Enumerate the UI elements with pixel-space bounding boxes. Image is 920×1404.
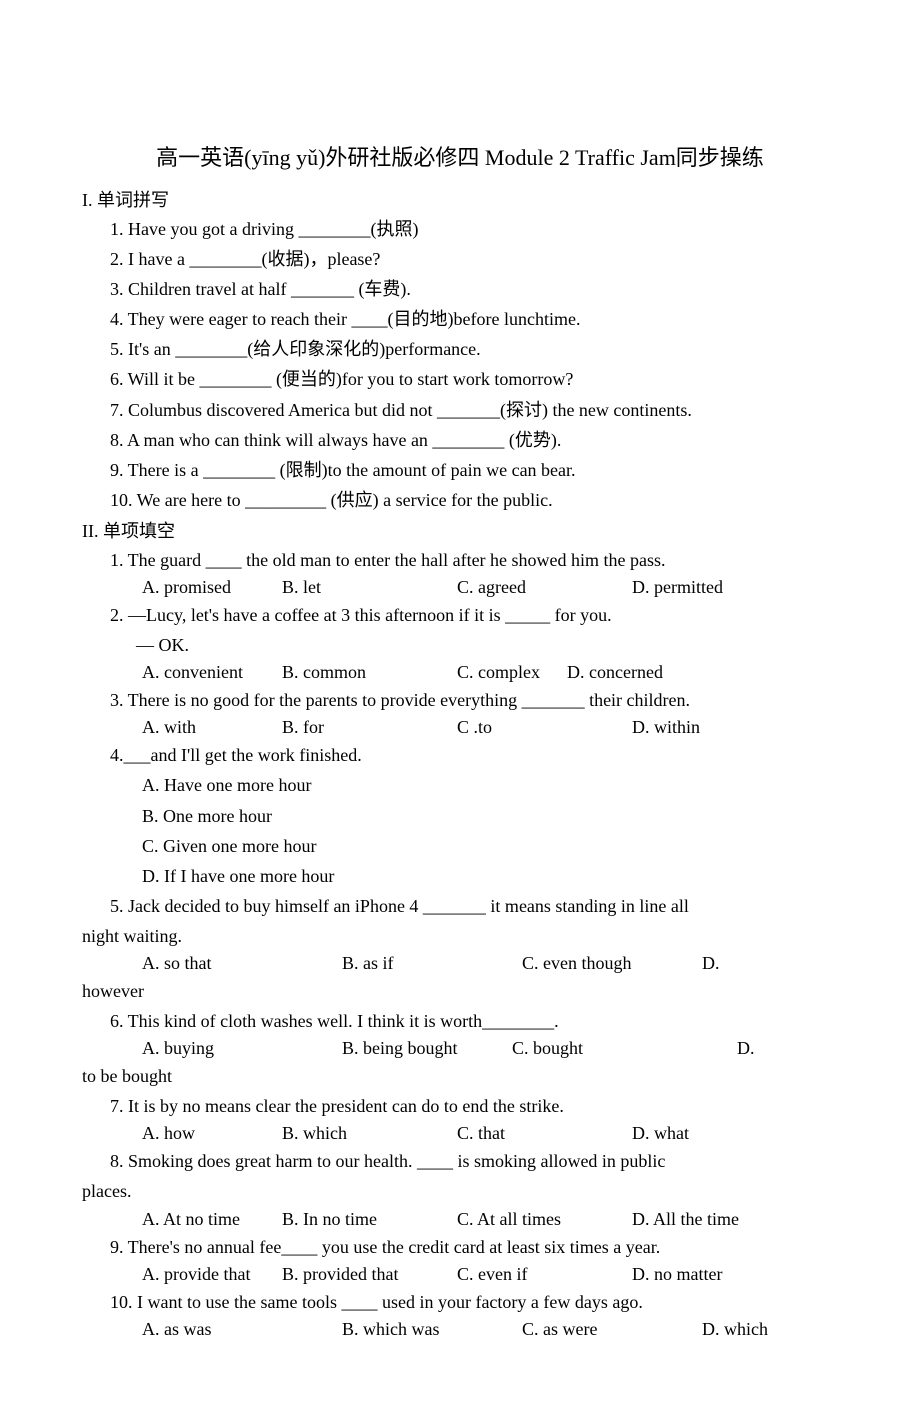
s2-q1-stem: 1. The guard ____ the old man to enter t…	[110, 547, 838, 573]
s2-q2-sub: — OK.	[136, 632, 838, 658]
s2-q5-c: C. even though	[522, 953, 702, 974]
s2-q5-opts: A. so that B. as if C. even though D.	[142, 953, 838, 974]
s2-q7-opts: A. how B. which C. that D. what	[142, 1123, 838, 1144]
s2-q8-b: B. In no time	[282, 1209, 457, 1230]
s2-q9-d: D. no matter	[632, 1264, 722, 1285]
s1-q6: 6. Will it be ________ (便当的)for you to s…	[110, 366, 838, 392]
s2-q10-b: B. which was	[342, 1319, 522, 1340]
page-title: 高一英语(yīng yǔ)外研社版必修四 Module 2 Traffic Ja…	[82, 140, 838, 172]
s2-q6-stem: 6. This kind of cloth washes well. I thi…	[110, 1008, 838, 1034]
s2-q5-stem-b: night waiting.	[82, 923, 838, 949]
s2-q2-b: B. common	[282, 662, 457, 683]
s2-q6-opts: A. buying B. being bought C. bought D.	[142, 1038, 838, 1059]
s2-q2-stem: 2. —Lucy, let's have a coffee at 3 this …	[110, 602, 838, 628]
s2-q3-opts: A. with B. for C .to D. within	[142, 717, 838, 738]
s2-q8-d: D. All the time	[632, 1209, 739, 1230]
section-1-head: I. 单词拼写	[82, 186, 838, 212]
s2-q2-a: A. convenient	[142, 662, 282, 683]
s2-q6-d: D.	[737, 1038, 755, 1059]
s2-q3-d: D. within	[632, 717, 700, 738]
s1-q5: 5. It's an ________(给人印象深化的)performance.	[110, 336, 838, 362]
s2-q6-c: C. bought	[512, 1038, 737, 1059]
s2-q3-b: B. for	[282, 717, 457, 738]
s1-q1: 1. Have you got a driving ________(执照)	[110, 216, 838, 242]
s2-q8-opts: A. At no time B. In no time C. At all ti…	[142, 1209, 838, 1230]
s2-q7-stem: 7. It is by no means clear the president…	[110, 1093, 838, 1119]
s2-q3-c: C .to	[457, 717, 632, 738]
s2-q2-d: D. concerned	[567, 662, 663, 683]
s2-q4-a: A. Have one more hour	[142, 772, 838, 798]
s2-q1-d: D. permitted	[632, 577, 723, 598]
s2-q6-tail: to be bought	[82, 1063, 838, 1089]
s2-q2-opts: A. convenient B. common C. complex D. co…	[142, 662, 838, 683]
s2-q4-stem: 4.___and I'll get the work finished.	[110, 742, 838, 768]
s2-q5-stem-a: 5. Jack decided to buy himself an iPhone…	[110, 893, 838, 919]
s2-q5-b: B. as if	[342, 953, 522, 974]
s2-q3-stem: 3. There is no good for the parents to p…	[110, 687, 838, 713]
s2-q10-c: C. as were	[522, 1319, 702, 1340]
s1-q10: 10. We are here to _________ (供应) a serv…	[110, 487, 838, 513]
s2-q8-stem-b: places.	[82, 1178, 838, 1204]
s2-q6-b: B. being bought	[342, 1038, 512, 1059]
s1-q2: 2. I have a ________(收据)，please?	[110, 246, 838, 272]
s2-q7-a: A. how	[142, 1123, 282, 1144]
s2-q4-b: B. One more hour	[142, 803, 838, 829]
s2-q4-d: D. If I have one more hour	[142, 863, 838, 889]
s2-q10-d: D. which	[702, 1319, 768, 1340]
s2-q5-tail: however	[82, 978, 838, 1004]
s2-q1-opts: A. promised B. let C. agreed D. permitte…	[142, 577, 838, 598]
s1-q9: 9. There is a ________ (限制)to the amount…	[110, 457, 838, 483]
s2-q8-stem-a: 8. Smoking does great harm to our health…	[110, 1148, 838, 1174]
s2-q5-a: A. so that	[142, 953, 342, 974]
s2-q7-c: C. that	[457, 1123, 632, 1144]
s2-q1-b: B. let	[282, 577, 457, 598]
s2-q2-c: C. complex	[457, 662, 567, 683]
s2-q10-opts: A. as was B. which was C. as were D. whi…	[142, 1319, 838, 1340]
s2-q1-c: C. agreed	[457, 577, 632, 598]
s2-q6-a: A. buying	[142, 1038, 342, 1059]
s2-q9-opts: A. provide that B. provided that C. even…	[142, 1264, 838, 1285]
s1-q4: 4. They were eager to reach their ____(目…	[110, 306, 838, 332]
s2-q8-c: C. At all times	[457, 1209, 632, 1230]
s2-q7-d: D. what	[632, 1123, 689, 1144]
s2-q8-a: A. At no time	[142, 1209, 282, 1230]
s1-q3: 3. Children travel at half _______ (车费).	[110, 276, 838, 302]
s2-q9-b: B. provided that	[282, 1264, 457, 1285]
s1-q8: 8. A man who can think will always have …	[110, 427, 838, 453]
s2-q7-b: B. which	[282, 1123, 457, 1144]
s1-q7: 7. Columbus discovered America but did n…	[110, 397, 838, 423]
s2-q9-a: A. provide that	[142, 1264, 282, 1285]
s2-q4-c: C. Given one more hour	[142, 833, 838, 859]
worksheet-page: 高一英语(yīng yǔ)外研社版必修四 Module 2 Traffic Ja…	[0, 0, 920, 1404]
s2-q10-a: A. as was	[142, 1319, 342, 1340]
s2-q1-a: A. promised	[142, 577, 282, 598]
section-2-head: II. 单项填空	[82, 517, 838, 543]
s2-q3-a: A. with	[142, 717, 282, 738]
s2-q9-stem: 9. There's no annual fee____ you use the…	[110, 1234, 838, 1260]
s2-q5-d: D.	[702, 953, 720, 974]
s2-q9-c: C. even if	[457, 1264, 632, 1285]
